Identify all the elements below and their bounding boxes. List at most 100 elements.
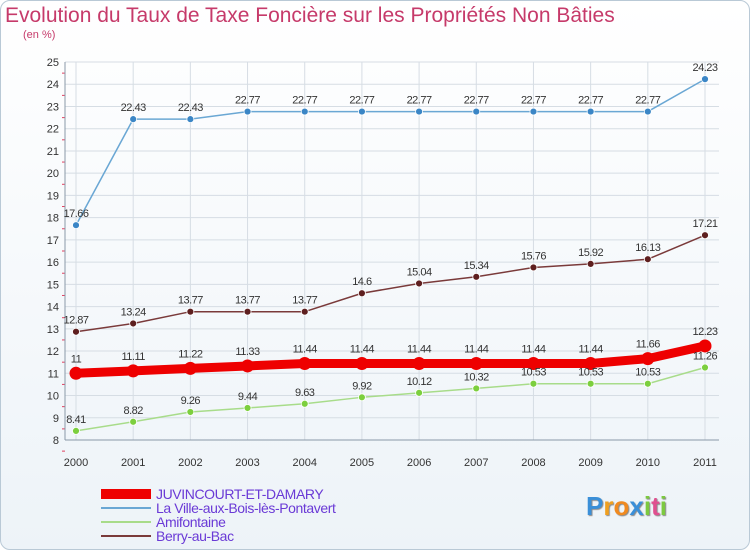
data-point	[586, 107, 595, 116]
data-point	[126, 364, 140, 378]
y-tick-label: 10	[47, 391, 59, 403]
data-point	[472, 384, 481, 393]
data-point	[415, 388, 423, 397]
data-point	[243, 404, 252, 412]
data-point	[415, 107, 423, 116]
logo-letter: x	[629, 491, 644, 521]
proxiti-logo: Proxiti	[586, 491, 667, 522]
y-tick-label: 19	[47, 190, 59, 202]
data-point	[186, 115, 195, 124]
x-tick-label: 2007	[464, 457, 488, 469]
data-point	[641, 352, 655, 366]
data-label: 11.44	[464, 344, 489, 356]
y-tick-label: 15	[47, 279, 59, 291]
data-label: 22.77	[292, 95, 317, 107]
data-point	[701, 231, 709, 240]
data-label: 10.12	[407, 376, 432, 388]
x-tick-label: 2000	[64, 457, 88, 469]
data-point	[241, 359, 255, 373]
data-label: 22.77	[407, 95, 432, 107]
legend-item: Amifontaine	[101, 514, 401, 530]
data-point	[472, 107, 481, 116]
data-label: 11.44	[521, 344, 546, 356]
data-point	[469, 357, 483, 371]
data-point	[529, 107, 538, 116]
data-label: 15.34	[464, 260, 489, 272]
data-label: 9.63	[295, 387, 315, 399]
series-line	[71, 341, 710, 378]
logo-letter: i	[643, 491, 652, 521]
chart-title: Evolution du Taux de Taxe Foncière sur l…	[5, 4, 615, 27]
y-tick-label: 9	[53, 413, 59, 425]
data-point	[72, 426, 80, 435]
data-point	[643, 107, 652, 116]
data-label: 13.77	[178, 295, 203, 307]
data-point	[129, 115, 138, 124]
legend-swatch	[101, 507, 151, 509]
x-tick-label: 2004	[292, 457, 316, 469]
data-label: 22.43	[178, 102, 203, 114]
y-tick-label: 13	[47, 324, 59, 336]
data-label: 16.13	[635, 242, 660, 254]
legend-item: La Ville-aux-Bois-lès-Pontavert	[101, 500, 401, 516]
data-point	[72, 221, 80, 230]
series-line	[75, 234, 706, 333]
legend-label: Berry-au-Bac	[156, 528, 234, 544]
data-label: 22.77	[578, 95, 603, 107]
logo-letter: r	[603, 491, 614, 521]
x-tick-label: 2001	[121, 457, 145, 469]
data-point	[526, 357, 540, 371]
logo-letter: t	[651, 491, 660, 521]
data-point	[186, 307, 195, 316]
series-line	[75, 366, 706, 432]
data-label: 11.22	[178, 348, 203, 360]
data-point	[698, 339, 712, 353]
y-tick-label: 20	[47, 168, 59, 180]
data-label: 22.43	[121, 102, 146, 114]
data-point	[300, 307, 309, 316]
data-point	[412, 357, 426, 371]
chart-legend: JUVINCOURT-ET-DAMARY La Ville-aux-Bois-lè…	[101, 486, 401, 544]
legend-item: JUVINCOURT-ET-DAMARY	[101, 486, 401, 502]
legend-item: Berry-au-Bac	[101, 528, 401, 544]
data-point	[358, 107, 366, 116]
data-label: 9.92	[352, 380, 372, 392]
y-tick-label: 12	[47, 346, 59, 358]
legend-label: Amifontaine	[156, 514, 226, 530]
data-label: 11.44	[293, 344, 318, 356]
data-point	[529, 263, 538, 272]
data-label: 15.76	[521, 250, 546, 262]
data-label: 9.44	[238, 391, 258, 403]
data-label: 13.24	[121, 306, 146, 318]
legend-label: La Ville-aux-Bois-lès-Pontavert	[156, 500, 336, 516]
data-label: 8.41	[66, 414, 86, 426]
data-label: 22.77	[635, 95, 660, 107]
legend-swatch	[101, 521, 151, 523]
data-label: 11.44	[350, 344, 375, 356]
data-label: 8.82	[123, 405, 143, 417]
data-point	[584, 357, 598, 371]
data-label: 22.77	[349, 95, 374, 107]
legend-swatch	[101, 489, 151, 499]
data-point	[701, 75, 709, 84]
data-label: 10.53	[578, 367, 603, 379]
data-label: 11.11	[121, 351, 145, 363]
logo-letter: o	[613, 491, 630, 521]
y-tick-label: 14	[47, 302, 59, 314]
y-tick-label: 17	[47, 235, 59, 247]
data-point	[529, 379, 538, 388]
data-label: 11.44	[407, 344, 432, 356]
chart-unit-label: (en %)	[23, 29, 56, 41]
data-point	[355, 357, 369, 371]
data-point	[358, 393, 366, 402]
data-label: 17.66	[63, 208, 88, 220]
data-label: 17.21	[692, 218, 717, 230]
y-tick-label: 16	[47, 257, 59, 269]
data-label: 11.33	[235, 346, 260, 358]
y-tick-label: 8	[53, 435, 59, 447]
data-point	[129, 417, 138, 426]
logo-letter: P	[586, 491, 604, 521]
data-point	[300, 399, 309, 408]
x-tick-label: 2002	[178, 457, 202, 469]
data-point	[586, 379, 595, 388]
